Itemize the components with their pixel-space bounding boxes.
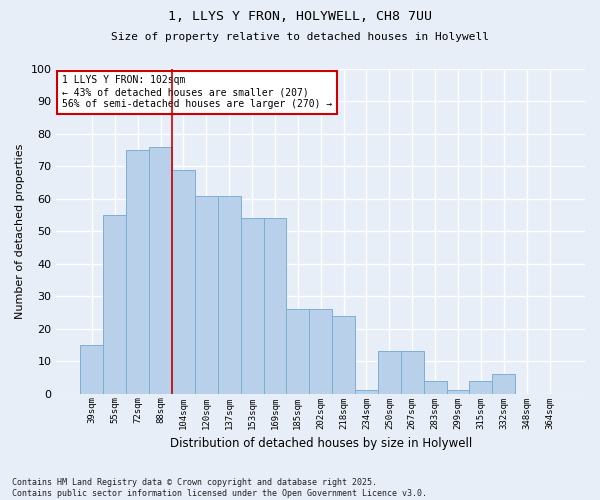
Bar	[446, 390, 469, 394]
Bar	[218, 196, 241, 394]
Bar	[263, 218, 286, 394]
Bar	[80, 345, 103, 394]
Text: 1, LLYS Y FRON, HOLYWELL, CH8 7UU: 1, LLYS Y FRON, HOLYWELL, CH8 7UU	[168, 10, 432, 23]
Bar	[309, 309, 332, 394]
Text: Contains HM Land Registry data © Crown copyright and database right 2025.
Contai: Contains HM Land Registry data © Crown c…	[12, 478, 427, 498]
Text: Size of property relative to detached houses in Holywell: Size of property relative to detached ho…	[111, 32, 489, 42]
Bar	[149, 147, 172, 394]
Text: 1 LLYS Y FRON: 102sqm
← 43% of detached houses are smaller (207)
56% of semi-det: 1 LLYS Y FRON: 102sqm ← 43% of detached …	[62, 76, 332, 108]
Bar	[172, 170, 195, 394]
Bar	[469, 380, 493, 394]
Bar	[424, 380, 446, 394]
Bar	[126, 150, 149, 394]
Bar	[241, 218, 263, 394]
Bar	[378, 352, 401, 394]
Bar	[286, 309, 309, 394]
Bar	[332, 316, 355, 394]
X-axis label: Distribution of detached houses by size in Holywell: Distribution of detached houses by size …	[170, 437, 472, 450]
Bar	[103, 215, 126, 394]
Y-axis label: Number of detached properties: Number of detached properties	[15, 144, 25, 319]
Bar	[195, 196, 218, 394]
Bar	[493, 374, 515, 394]
Bar	[355, 390, 378, 394]
Bar	[401, 352, 424, 394]
